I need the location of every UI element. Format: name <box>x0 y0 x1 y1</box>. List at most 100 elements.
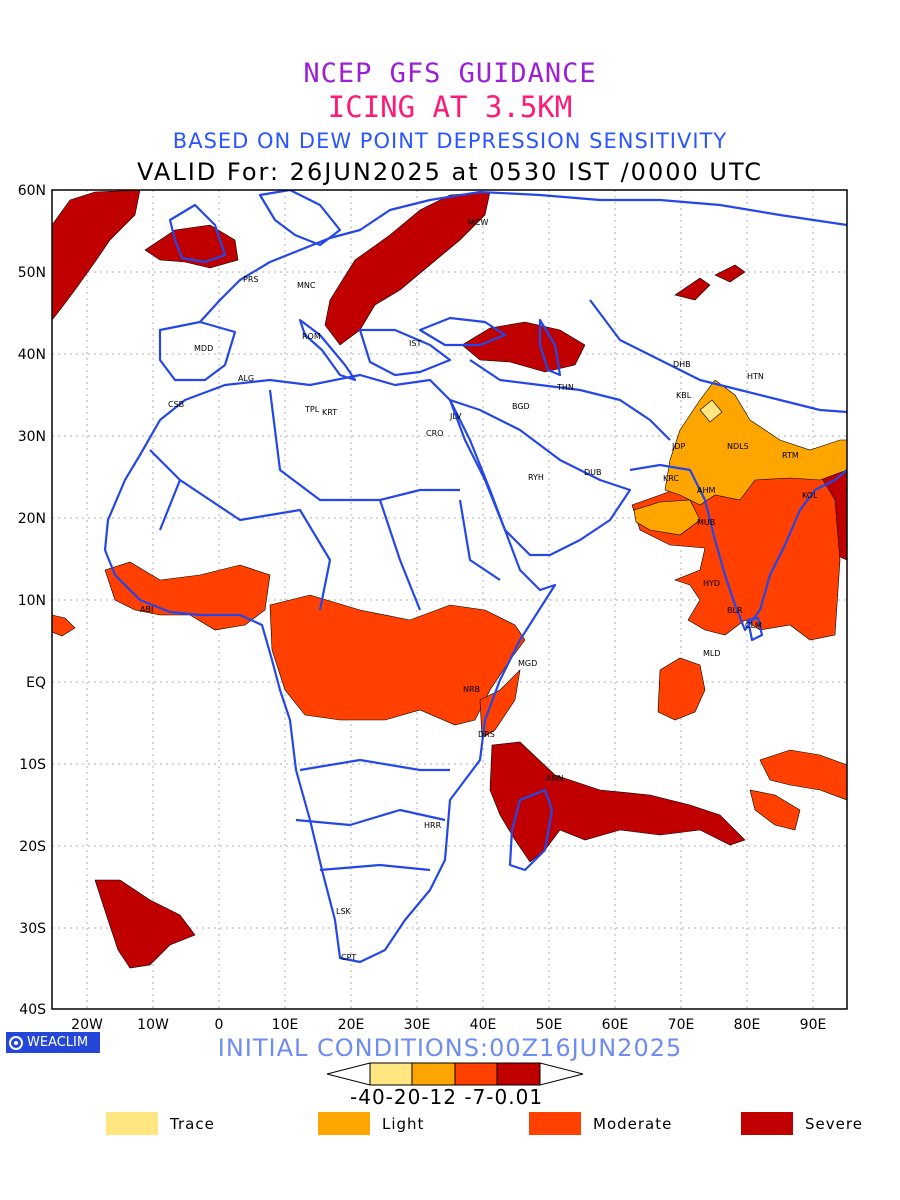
italy-coastline <box>298 318 357 382</box>
lon-label: 10W <box>137 1017 169 1033</box>
britain-coastline <box>168 203 227 264</box>
scandinavia-coastline <box>258 190 342 247</box>
city-labels: MCW PRS MNC ROM IST MDD ALG CSB TPL KRT … <box>140 218 818 962</box>
lat-label: 20N <box>18 511 46 527</box>
city-label: NRB <box>463 685 480 694</box>
lon-label: 90E <box>800 1017 827 1033</box>
lon-label: 30E <box>404 1017 431 1033</box>
lat-label: 40N <box>18 347 46 363</box>
logo-text: WEACLIM <box>27 1035 89 1050</box>
africa-country-borders <box>149 389 501 611</box>
legend-item-trace: Trace <box>106 1112 215 1135</box>
legend-swatch-light <box>318 1112 370 1135</box>
title-line-1: NCEP GFS GUIDANCE <box>303 58 597 89</box>
legend-label: Severe <box>805 1114 863 1133</box>
scale-right-arrow <box>539 1062 584 1086</box>
moderate-area-west-africa <box>104 561 271 631</box>
arabia-coastline <box>448 398 632 557</box>
legend-item-moderate: Moderate <box>529 1112 672 1135</box>
lat-label: 50N <box>18 265 46 281</box>
city-label: ALG <box>238 374 254 383</box>
city-label: MLD <box>703 649 721 658</box>
lat-label: 40S <box>19 1002 46 1018</box>
latitude-labels: 60N 50N 40N 30N 20N 10N EQ 10S 20S 30S 4… <box>18 183 46 1018</box>
title-line-2: ICING AT 3.5KM <box>327 90 573 124</box>
madagascar-coastline <box>508 788 554 872</box>
legend-label: Moderate <box>593 1114 673 1133</box>
scale-segment-moderate <box>454 1062 498 1086</box>
longitude-labels: 20W 10W 0 10E 20E 30E 40E 50E 60E 70E 80… <box>71 1017 826 1033</box>
city-label: AHM <box>697 486 715 495</box>
lat-label: 30N <box>18 429 46 445</box>
icing-fields <box>52 190 847 969</box>
lat-label: EQ <box>26 675 46 691</box>
initial-conditions: INITIAL CONDITIONS:00Z16JUN2025 <box>217 1034 683 1062</box>
africa-coastline <box>103 373 557 964</box>
southern-africa-borders <box>295 758 450 872</box>
scale-segment-light <box>411 1062 456 1086</box>
severe-area-madagascar <box>489 741 746 863</box>
city-label: DRS <box>478 730 495 739</box>
city-label: PRS <box>243 275 258 284</box>
scale-segment-trace <box>369 1062 413 1086</box>
balkans-coastline <box>358 328 452 377</box>
moderate-area-west-coast <box>52 614 76 637</box>
city-label: LSK <box>336 907 352 916</box>
city-label: ANN <box>546 774 563 783</box>
city-label: CSB <box>168 400 184 409</box>
weaclim-logo: WEACLIM <box>6 1032 100 1053</box>
city-label: RYH <box>528 473 544 482</box>
lon-label: 60E <box>602 1017 629 1033</box>
legend-swatch-severe <box>741 1112 793 1135</box>
lat-label: 20S <box>19 839 46 855</box>
city-label: RTM <box>782 451 799 460</box>
lat-label: 10N <box>18 593 46 609</box>
legend-swatch-moderate <box>529 1112 581 1135</box>
severe-area-caucasus-caspian <box>461 321 586 373</box>
legend-label: Light <box>382 1114 425 1133</box>
lon-label: 10E <box>272 1017 299 1033</box>
city-label: BGD <box>512 402 530 411</box>
color-scale-bar <box>326 1062 584 1086</box>
legend-item-light: Light <box>318 1112 424 1135</box>
light-area-arabian-sea <box>633 499 701 536</box>
lon-label: 20E <box>338 1017 365 1033</box>
city-label: KOL <box>802 491 818 500</box>
moderate-area-central-africa <box>269 594 526 726</box>
lon-label: 0 <box>215 1017 224 1033</box>
asia-interior <box>589 299 847 414</box>
city-label: ROM <box>302 332 321 341</box>
iberia-coastline <box>158 320 237 382</box>
city-label: KRC <box>663 474 679 483</box>
city-label: ABJ <box>140 605 153 614</box>
coastlines <box>103 190 847 964</box>
lon-label: 80E <box>734 1017 761 1033</box>
black-sea-coastline <box>418 316 507 347</box>
severe-area-central-asia <box>674 277 711 301</box>
city-label: HYD <box>703 579 720 588</box>
lon-label: 70E <box>668 1017 695 1033</box>
scale-segment-severe <box>496 1062 541 1086</box>
severe-area-central-asia-2 <box>714 264 746 283</box>
moderate-area-indian-ocean <box>657 657 706 721</box>
severe-area-britain <box>144 224 239 269</box>
city-label: CPT <box>341 953 356 962</box>
caspian-coastline <box>538 318 562 377</box>
city-label: MCW <box>468 218 488 227</box>
severe-area-eastern-europe <box>324 191 491 346</box>
city-label: IST <box>409 339 421 348</box>
legend-label: Trace <box>170 1114 215 1133</box>
city-label: NDLS <box>727 442 749 451</box>
severe-area-south-atlantic <box>94 879 196 969</box>
city-label: TPL <box>304 405 320 414</box>
trace-area-himalaya <box>699 399 723 423</box>
india-coastline <box>629 463 847 632</box>
city-label: JDP <box>671 442 686 451</box>
legend-swatch-trace <box>106 1112 158 1135</box>
lon-label: 40E <box>470 1017 497 1033</box>
city-label: CRO <box>426 429 443 438</box>
city-label: JLV <box>449 412 462 421</box>
city-label: MUB <box>697 518 715 527</box>
city-label: DUB <box>584 468 602 477</box>
scale-labels: -40-20-12 -7-0.01 <box>350 1085 544 1109</box>
